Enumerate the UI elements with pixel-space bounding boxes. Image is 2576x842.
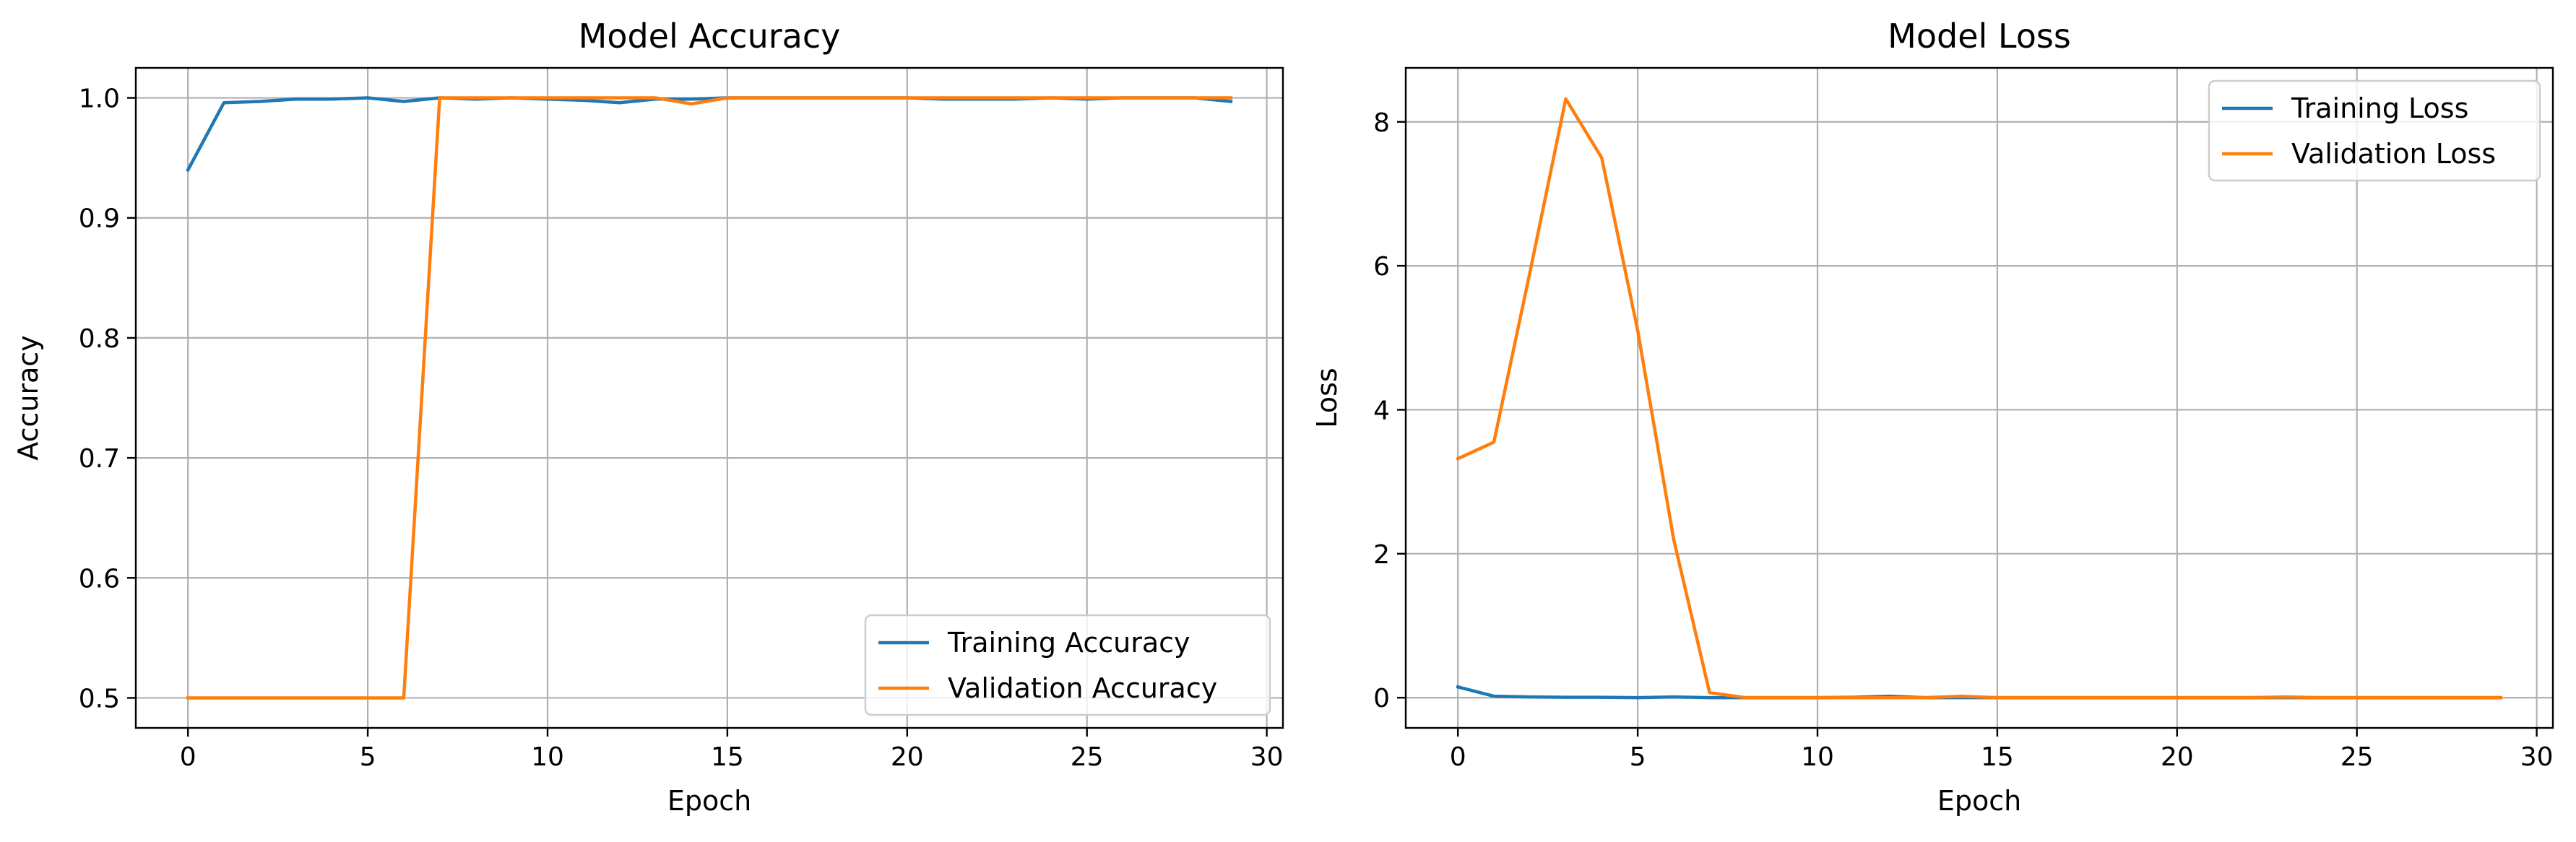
loss-legend-box <box>2208 79 2541 182</box>
accuracy-plot-frame <box>134 66 1284 729</box>
accuracy-series-line-validation <box>186 96 1233 700</box>
loss-plot-frame <box>1404 66 2554 729</box>
accuracy-legend: Training Accuracy Validation Accuracy <box>864 614 1271 716</box>
accuracy-y-tick-label: 1.0 <box>79 84 120 114</box>
accuracy-x-tick-label: 15 <box>711 742 744 772</box>
accuracy-x-tick-label: 20 <box>891 742 924 772</box>
loss-y-tick-label: 0 <box>1373 684 1390 713</box>
loss-legend-label-training: Training Loss <box>2291 92 2468 124</box>
loss-x-tick-label: 30 <box>2520 742 2554 772</box>
accuracy-chart-title: Model Accuracy <box>579 17 841 56</box>
loss-y-axis-label: Loss <box>1311 368 1343 427</box>
loss-legend: Training Loss Validation Loss <box>2208 79 2541 182</box>
accuracy-legend-box <box>864 614 1271 716</box>
loss-y-tick-label: 2 <box>1373 540 1390 570</box>
accuracy-x-tick-label: 0 <box>180 742 196 772</box>
accuracy-y-tick-label: 0.8 <box>79 324 120 354</box>
loss-x-axis-label: Epoch <box>1937 785 2021 817</box>
accuracy-y-tick-label: 0.6 <box>79 564 120 594</box>
accuracy-y-tick-label: 0.9 <box>79 204 120 234</box>
loss-x-tick-label: 25 <box>2341 742 2374 772</box>
loss-chart: 0 5 10 15 20 25 30 0 2 4 6 8 Model Loss Epoch Loss Trai… <box>1311 17 2554 817</box>
accuracy-y-axis-label: Accuracy <box>12 335 44 461</box>
accuracy-chart: 0 5 10 15 20 25 30 0.5 0.6 0.7 0.8 0.9 1.0 Model Accu… <box>12 17 1284 817</box>
accuracy-x-tick-label: 10 <box>531 742 564 772</box>
loss-x-tick-label: 15 <box>1981 742 2014 772</box>
accuracy-x-tick-label: 30 <box>1250 742 1284 772</box>
loss-x-tick-label: 20 <box>2161 742 2194 772</box>
accuracy-x-axis-label: Epoch <box>667 785 751 817</box>
accuracy-series-line-training <box>186 96 1233 173</box>
loss-x-tick-label: 10 <box>1801 742 1834 772</box>
accuracy-legend-label-validation: Validation Accuracy <box>948 672 1217 704</box>
loss-y-tick-label: 8 <box>1373 108 1390 138</box>
accuracy-y-tick-label: 0.5 <box>79 684 120 713</box>
accuracy-y-tick-label: 0.7 <box>79 444 120 474</box>
accuracy-x-tick-label: 25 <box>1071 742 1104 772</box>
loss-legend-label-validation: Validation Loss <box>2291 138 2496 170</box>
loss-x-tick-label: 0 <box>1450 742 1466 772</box>
loss-y-tick-label: 6 <box>1373 252 1390 282</box>
loss-y-tick-label: 4 <box>1373 396 1390 425</box>
loss-chart-title: Model Loss <box>1888 17 2071 56</box>
accuracy-legend-label-training: Training Accuracy <box>947 627 1190 659</box>
loss-series-line-validation <box>1456 97 2503 700</box>
loss-x-tick-label: 5 <box>1630 742 1646 772</box>
accuracy-x-tick-label: 5 <box>360 742 376 772</box>
